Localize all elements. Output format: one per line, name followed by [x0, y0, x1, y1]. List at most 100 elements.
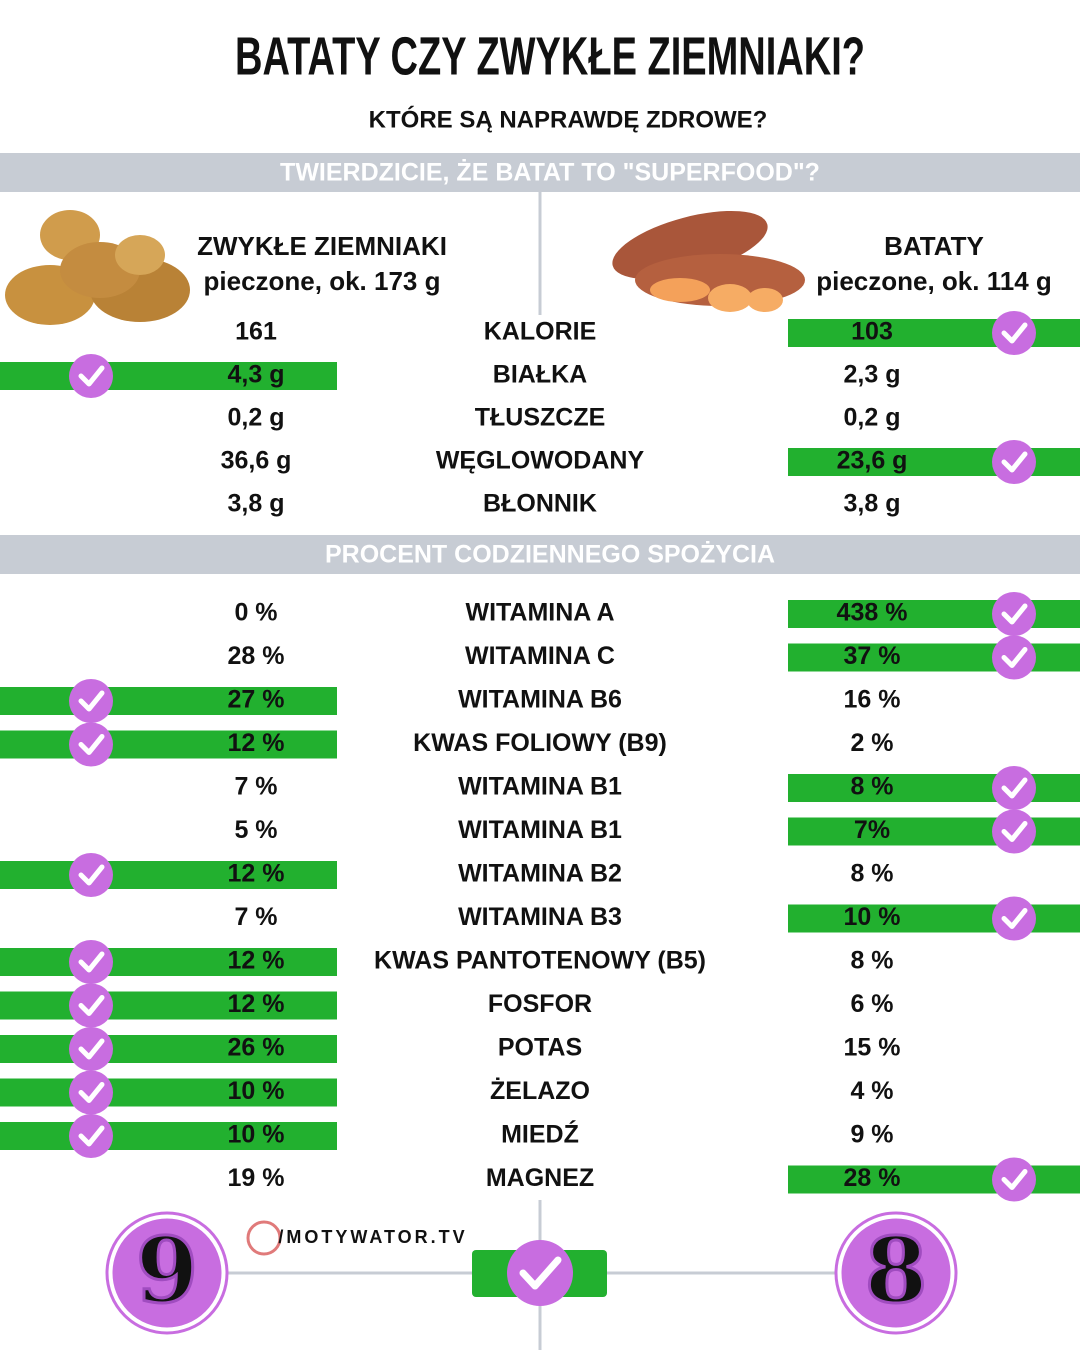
check-circle — [992, 592, 1036, 636]
nutrient-label: TŁUSZCZE — [475, 404, 606, 432]
check-circle — [992, 809, 1036, 854]
nutrient-label: WITAMINA B6 — [458, 686, 622, 714]
check-circle — [69, 853, 113, 897]
left-value: 0 % — [234, 599, 277, 627]
nutrient-label: POTAS — [498, 1034, 582, 1062]
winner-bar — [0, 362, 337, 390]
nutrient-label: FOSFOR — [488, 990, 592, 1018]
right-score: 8 — [865, 1218, 928, 1324]
winner-bar — [788, 904, 1080, 933]
check-circle — [69, 722, 113, 767]
left-value: 12 % — [228, 860, 285, 888]
left-value: 7 % — [234, 773, 277, 801]
check-mark — [78, 690, 105, 712]
winner-bar — [788, 448, 1080, 476]
left-value: 4,3 g — [228, 361, 285, 389]
subtitle: KTÓRE SĄ NAPRAWDĘ ZDROWE? — [369, 105, 768, 133]
left-value: 19 % — [228, 1164, 285, 1192]
check-mark — [1001, 603, 1028, 625]
right-value: 10 % — [844, 903, 901, 931]
right-value: 8 % — [850, 773, 893, 801]
left-value: 12 % — [228, 729, 285, 757]
left-value: 161 — [235, 318, 277, 346]
nutrient-label: WITAMINA A — [465, 599, 614, 627]
title: BATATY CZY ZWYKŁE ZIEMNIAKI? — [235, 26, 865, 86]
check-mark — [1001, 777, 1028, 799]
right-value: 15 % — [844, 1034, 901, 1062]
banner-bg — [0, 153, 1080, 192]
left-portion: pieczone, ok. 173 g — [204, 266, 441, 296]
right-value: 9 % — [850, 1121, 893, 1149]
nutrient-label: WITAMINA C — [465, 642, 615, 670]
check-mark — [1001, 908, 1028, 929]
winner-bar — [788, 600, 1080, 628]
winner-bar — [788, 643, 1080, 672]
winner-bar — [0, 730, 337, 759]
check-circle — [992, 311, 1036, 355]
nutrient-label: KWAS PANTOTENOWY (B5) — [374, 947, 706, 975]
right-name: BATATY — [884, 231, 984, 261]
winner-bar — [788, 817, 1080, 846]
check-mark — [1001, 821, 1028, 842]
nutrient-label: KWAS FOLIOWY (B9) — [413, 729, 667, 757]
check-mark — [1001, 322, 1028, 344]
nutrient-label: WITAMINA B2 — [458, 860, 622, 888]
winner-bar — [0, 991, 337, 1020]
right-value: 16 % — [844, 686, 901, 714]
check-mark — [78, 864, 105, 886]
winner-bar — [0, 687, 337, 715]
left-value: 36,6 g — [221, 447, 292, 475]
check-circle — [69, 354, 113, 398]
left-score: 9 — [136, 1218, 199, 1324]
left-value: 26 % — [228, 1034, 285, 1062]
left-value: 3,8 g — [228, 490, 285, 518]
winner-bar — [788, 774, 1080, 802]
right-portion: pieczone, ok. 114 g — [816, 266, 1052, 296]
left-value: 10 % — [228, 1121, 285, 1149]
nutrient-label: BIAŁKA — [493, 361, 587, 389]
nutrient-label: WITAMINA B3 — [458, 903, 622, 931]
check-mark — [78, 951, 105, 973]
check-mark — [78, 1082, 105, 1103]
nutrient-label: MAGNEZ — [486, 1164, 594, 1192]
left-value: 5 % — [234, 816, 277, 844]
check-circle — [69, 1027, 113, 1071]
right-value: 0,2 g — [844, 404, 901, 432]
right-value: 103 — [851, 318, 893, 346]
nutrient-label: MIEDŹ — [501, 1120, 579, 1149]
left-value: 12 % — [228, 947, 285, 975]
right-value: 8 % — [850, 860, 893, 888]
nutrient-label: WITAMINA B1 — [458, 773, 622, 801]
nutrient-label: BŁONNIK — [483, 490, 597, 518]
winner-bar — [0, 1122, 337, 1150]
winner-bar — [0, 948, 337, 976]
winner-bar — [0, 1035, 337, 1063]
winner-bar — [0, 1078, 337, 1107]
right-value: 37 % — [844, 642, 901, 670]
check-circle — [992, 1157, 1036, 1202]
right-value: 6 % — [850, 990, 893, 1018]
right-value: 7% — [854, 816, 890, 844]
rows: 161 KALORIE 103 4,3 g BIAŁKA 2,3 g 0,2 g TŁUSZC… — [0, 311, 1080, 1202]
nutrient-label: WITAMINA B1 — [458, 816, 622, 844]
check-mark — [78, 995, 105, 1016]
right-value: 23,6 g — [837, 447, 908, 475]
check-mark — [1001, 647, 1028, 668]
left-value: 12 % — [228, 990, 285, 1018]
right-value: 8 % — [850, 947, 893, 975]
footer — [105, 1200, 958, 1350]
check-circle — [69, 940, 113, 984]
winner-bar — [0, 861, 337, 889]
right-value: 28 % — [844, 1164, 901, 1192]
winner-bar — [788, 319, 1080, 347]
right-value: 438 % — [837, 599, 908, 627]
check-mark — [78, 1038, 105, 1060]
right-value: 2,3 g — [844, 361, 901, 389]
left-value: 28 % — [228, 642, 285, 670]
logo: /MOTYWATOR.TV — [278, 1227, 467, 1247]
check-circle — [992, 440, 1036, 484]
sweet-potatoes-image — [612, 210, 805, 312]
left-value: 0,2 g — [228, 404, 285, 432]
check-mark — [1001, 451, 1028, 473]
